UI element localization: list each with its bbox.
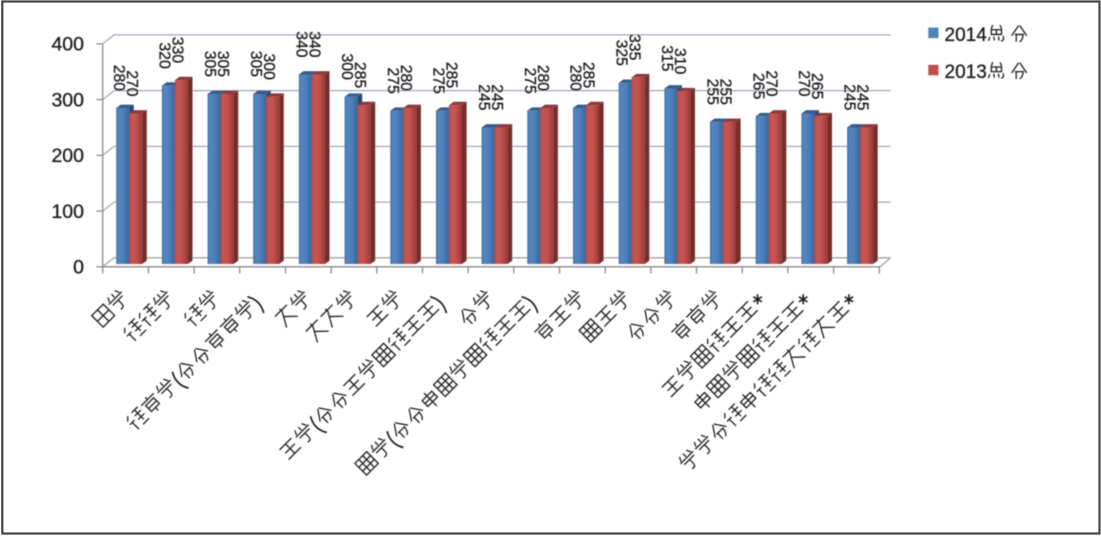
svg-text:280: 280 xyxy=(110,65,127,92)
svg-text:300: 300 xyxy=(51,89,84,111)
svg-text:275: 275 xyxy=(521,68,538,95)
svg-text:305: 305 xyxy=(247,51,264,78)
svg-text:265: 265 xyxy=(808,73,825,100)
svg-text:245: 245 xyxy=(854,84,871,111)
svg-text:255: 255 xyxy=(717,79,734,106)
svg-text:0: 0 xyxy=(73,257,84,279)
svg-text:285: 285 xyxy=(443,62,460,89)
svg-text:310: 310 xyxy=(671,48,688,75)
svg-text:265: 265 xyxy=(749,73,766,100)
svg-text:340: 340 xyxy=(306,31,323,58)
svg-text:280: 280 xyxy=(534,65,551,92)
svg-text:100: 100 xyxy=(51,201,84,223)
svg-text:330: 330 xyxy=(169,37,186,64)
svg-text:315: 315 xyxy=(658,45,675,72)
svg-text:340: 340 xyxy=(293,31,310,58)
svg-text:305: 305 xyxy=(201,51,218,78)
svg-text:285: 285 xyxy=(580,62,597,89)
svg-text:325: 325 xyxy=(612,40,629,67)
svg-text:270: 270 xyxy=(795,70,812,97)
svg-text:245: 245 xyxy=(841,84,858,111)
svg-text:200: 200 xyxy=(51,145,84,167)
svg-text:255: 255 xyxy=(704,79,721,106)
svg-text:285: 285 xyxy=(351,62,368,89)
svg-text:2013: 2013 xyxy=(945,62,987,83)
svg-text:305: 305 xyxy=(214,51,231,78)
svg-text:275: 275 xyxy=(384,68,401,95)
svg-text:245: 245 xyxy=(488,84,505,111)
svg-text:2014: 2014 xyxy=(945,25,988,46)
svg-text:245: 245 xyxy=(475,84,492,111)
svg-text:270: 270 xyxy=(762,70,779,97)
svg-text:400: 400 xyxy=(51,34,84,56)
svg-text:275: 275 xyxy=(430,68,447,95)
svg-text:300: 300 xyxy=(260,54,277,81)
svg-text:270: 270 xyxy=(123,70,140,97)
svg-text:300: 300 xyxy=(338,54,355,81)
svg-text:280: 280 xyxy=(397,65,414,92)
svg-text:335: 335 xyxy=(625,34,642,61)
svg-text:280: 280 xyxy=(567,65,584,92)
svg-text:320: 320 xyxy=(156,42,173,69)
